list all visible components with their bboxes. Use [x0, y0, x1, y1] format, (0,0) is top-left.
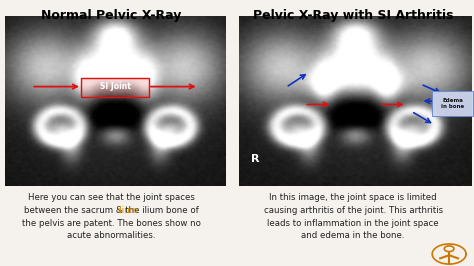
Text: ilium: ilium: [117, 206, 138, 215]
Text: R: R: [251, 154, 259, 164]
Text: In this image, the joint space is limited
causing arthritis of the joint. This a: In this image, the joint space is limite…: [264, 193, 443, 240]
Text: SI Joint: SI Joint: [100, 82, 130, 91]
Text: Pelvic X-Ray with SI Arthritis: Pelvic X-Ray with SI Arthritis: [253, 9, 453, 22]
FancyBboxPatch shape: [432, 91, 473, 117]
Text: Normal Pelvic X-Ray: Normal Pelvic X-Ray: [41, 9, 182, 22]
Text: Here you can see that the joint spaces
between the sacrum & the ilium bone of
th: Here you can see that the joint spaces b…: [22, 193, 201, 240]
FancyBboxPatch shape: [81, 78, 149, 97]
Text: Edema
in bone: Edema in bone: [441, 98, 464, 109]
